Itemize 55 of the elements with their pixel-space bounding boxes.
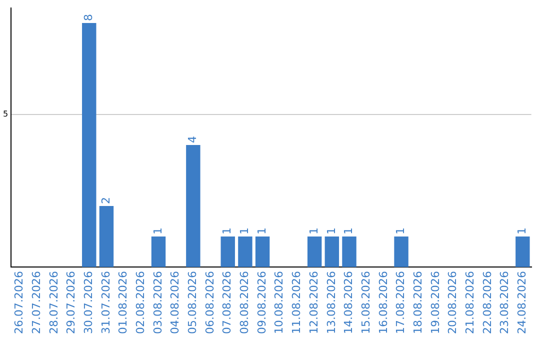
x-tick-label: 15.08.2026 — [359, 271, 372, 334]
x-tick-label: 23.08.2026 — [498, 271, 512, 334]
bar — [516, 236, 530, 268]
x-tick-label: 08.08.2026 — [238, 271, 252, 334]
bar — [394, 236, 408, 268]
x-tick-label: 07.08.2026 — [220, 271, 234, 334]
x-tick-label: 06.08.2026 — [203, 271, 216, 334]
x-tick-label: 12.08.2026 — [307, 271, 320, 334]
x-tick-label: 19.08.2026 — [428, 271, 442, 334]
bar — [255, 236, 270, 268]
data-label: 1 — [220, 228, 234, 235]
bar — [186, 145, 200, 268]
data-label: 1 — [394, 228, 408, 235]
data-label: 1 — [324, 228, 338, 235]
x-tick-label: 30.07.2026 — [82, 271, 95, 334]
data-label: 1 — [151, 228, 164, 235]
x-tick-label: 02.08.2026 — [134, 271, 148, 334]
x-tick-label: 10.08.2026 — [272, 271, 286, 334]
x-tick-label: 01.08.2026 — [116, 271, 130, 334]
x-tick-label: 24.08.2026 — [516, 271, 529, 334]
data-label: 2 — [99, 197, 112, 204]
bar — [151, 236, 166, 268]
x-tick-label: 03.08.2026 — [151, 271, 164, 334]
x-tick-label: 31.07.2026 — [99, 271, 112, 334]
bar — [324, 236, 340, 268]
x-tick-label: 29.07.2026 — [64, 271, 78, 334]
bar — [238, 236, 252, 268]
x-tick-label: 05.08.2026 — [186, 271, 200, 334]
x-tick-label: 27.07.2026 — [30, 271, 43, 334]
y-tick-label: 5 — [2, 110, 8, 119]
data-label: 1 — [238, 228, 252, 235]
x-tick-label: 11.08.2026 — [290, 271, 304, 334]
data-label: 1 — [516, 228, 529, 235]
x-tick-label: 16.08.2026 — [376, 271, 390, 334]
data-label: 4 — [186, 136, 200, 144]
data-label: 1 — [342, 228, 356, 235]
x-tick-label: 26.07.2026 — [12, 271, 26, 334]
bar — [307, 236, 322, 268]
bar — [82, 23, 96, 268]
data-label: 8 — [82, 14, 95, 22]
bar — [220, 236, 235, 268]
x-tick-label: 20.08.2026 — [446, 271, 460, 334]
x-tick-label: 14.08.2026 — [342, 271, 356, 334]
x-tick-label: 21.08.2026 — [464, 271, 476, 334]
x-tick-label: 22.08.2026 — [480, 271, 494, 334]
bar — [342, 236, 356, 268]
x-tick-label: 09.08.2026 — [255, 271, 268, 334]
data-label: 1 — [255, 228, 268, 235]
x-tick-label: 17.08.2026 — [394, 271, 408, 334]
x-tick-label: 18.08.2026 — [411, 271, 424, 334]
data-label: 1 — [307, 228, 320, 235]
x-tick-label: 13.08.2026 — [324, 271, 338, 334]
x-tick-label: 04.08.2026 — [168, 271, 182, 334]
x-tick-label: 28.07.2026 — [47, 271, 60, 334]
bar — [99, 206, 114, 268]
